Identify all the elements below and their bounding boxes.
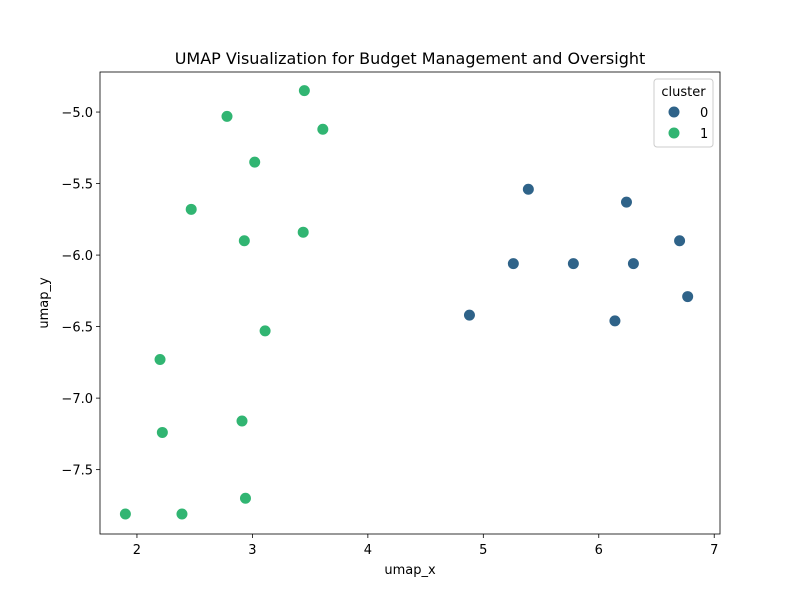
y-tick-label: −6.5 xyxy=(61,321,93,336)
y-tick-label: −6.0 xyxy=(61,249,93,264)
data-point-cluster-1 xyxy=(220,109,234,123)
data-point-cluster-0 xyxy=(462,308,476,322)
y-tick-label: −7.5 xyxy=(61,464,93,479)
y-axis-label: umap_y xyxy=(37,277,52,329)
chart-title: UMAP Visualization for Budget Management… xyxy=(175,49,646,68)
data-point-cluster-1 xyxy=(153,352,167,366)
x-tick-label: 3 xyxy=(248,543,256,558)
x-tick-label: 7 xyxy=(710,543,718,558)
legend-label-cluster-0: 0 xyxy=(700,106,708,121)
plot-frame xyxy=(99,71,721,535)
data-point-cluster-1 xyxy=(316,122,330,136)
legend-marker-cluster-1 xyxy=(667,126,681,140)
plot-area xyxy=(100,72,720,534)
data-point-cluster-1 xyxy=(297,84,311,98)
legend-title: cluster xyxy=(661,85,706,100)
x-tick-label: 5 xyxy=(479,543,487,558)
data-point-cluster-0 xyxy=(619,195,633,209)
data-point-cluster-1 xyxy=(296,225,310,239)
data-point-cluster-0 xyxy=(673,234,687,248)
data-point-cluster-1 xyxy=(175,507,189,521)
data-point-cluster-1 xyxy=(184,202,198,216)
y-tick-label: −5.0 xyxy=(61,106,93,121)
legend: cluster 0 1 xyxy=(653,78,714,148)
y-tick-label: −7.0 xyxy=(61,392,93,407)
data-point-cluster-1 xyxy=(237,234,251,248)
x-tick-label: 6 xyxy=(595,543,603,558)
legend-label-cluster-1: 1 xyxy=(700,127,708,142)
data-point-cluster-0 xyxy=(521,182,535,196)
data-point-cluster-1 xyxy=(235,414,249,428)
data-point-cluster-0 xyxy=(681,290,695,304)
axes: 2 3 4 5 6 7 −5.0 −5.5 −6.0 −6.5 −7.0 −7.5 xyxy=(61,71,721,558)
x-tick-label: 4 xyxy=(364,543,372,558)
data-point-cluster-0 xyxy=(608,314,622,328)
data-point-cluster-1 xyxy=(155,425,169,439)
data-point-cluster-0 xyxy=(626,257,640,271)
y-tick-label: −5.5 xyxy=(61,178,93,193)
x-axis-label: umap_x xyxy=(384,563,436,578)
data-point-cluster-1 xyxy=(118,507,132,521)
x-tick-label: 2 xyxy=(133,543,141,558)
data-point-cluster-0 xyxy=(506,257,520,271)
data-point-cluster-0 xyxy=(566,257,580,271)
data-point-cluster-1 xyxy=(238,491,252,505)
data-points xyxy=(118,84,695,521)
data-point-cluster-1 xyxy=(258,324,272,338)
data-point-cluster-1 xyxy=(248,155,262,169)
legend-marker-cluster-0 xyxy=(667,105,681,119)
